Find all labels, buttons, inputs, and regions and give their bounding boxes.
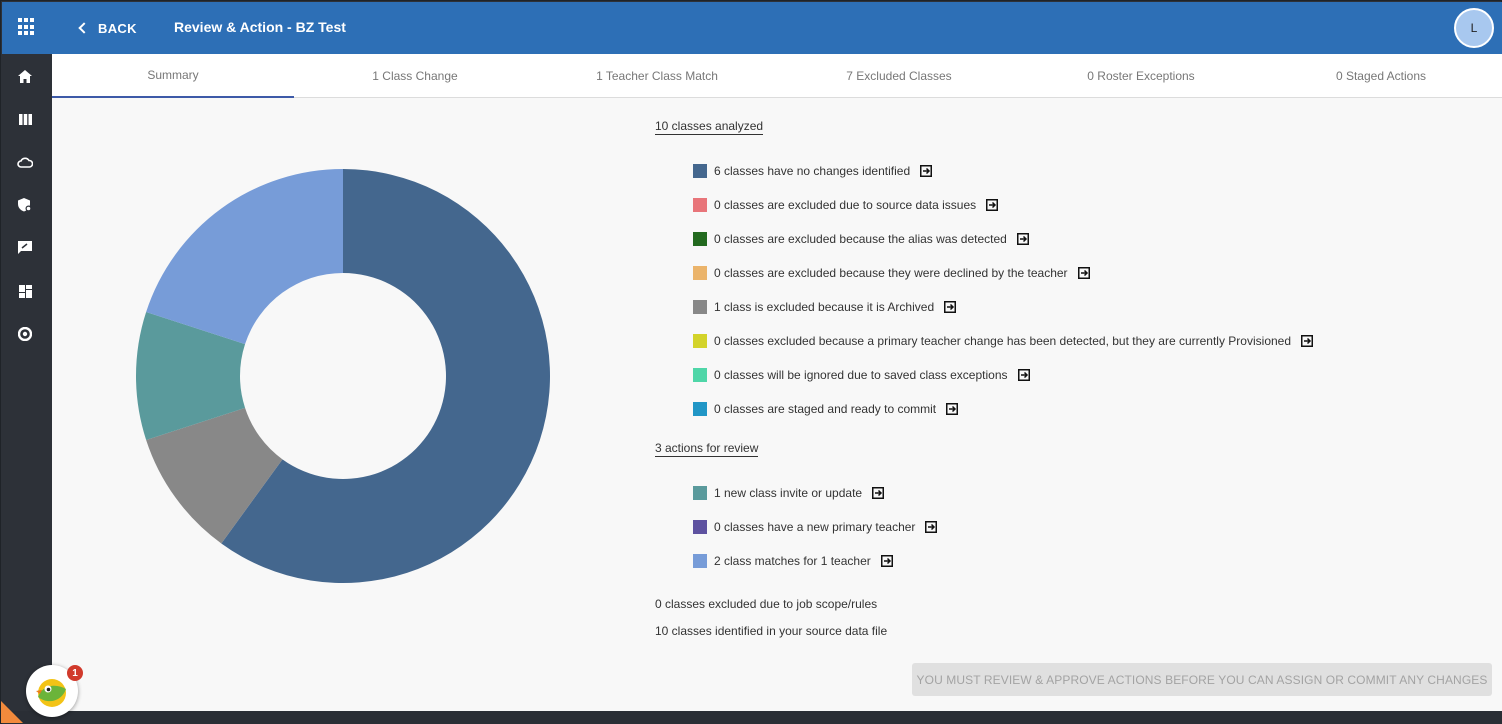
open-details-icon[interactable]	[925, 521, 938, 533]
legend-swatch	[693, 232, 707, 246]
support-icon[interactable]	[16, 325, 34, 343]
review-label: 0 classes have a new primary teacher	[714, 520, 916, 534]
bird-mascot-icon	[36, 679, 66, 707]
analyzed-label: 0 classes excluded because a primary tea…	[714, 334, 1292, 348]
tab-summary[interactable]: Summary	[52, 54, 294, 98]
cloud-icon[interactable]	[16, 153, 34, 171]
review-item: 1 new class invite or update	[693, 485, 885, 501]
sidebar	[2, 54, 52, 711]
scope-excluded-text: 0 classes excluded due to job scope/rule…	[655, 597, 878, 611]
analyzed-item: 1 class is excluded because it is Archiv…	[693, 299, 957, 315]
dashboard-icon[interactable]	[16, 282, 34, 300]
summary-donut-chart	[136, 169, 550, 584]
open-details-icon[interactable]	[872, 487, 885, 499]
source-identified-text: 10 classes identified in your source dat…	[655, 624, 888, 638]
top-bar: BACK Review & Action - BZ Test L	[2, 2, 1502, 54]
analyzed-item: 0 classes are excluded due to source dat…	[693, 197, 999, 213]
tab-roster-exceptions[interactable]: 0 Roster Exceptions	[1087, 69, 1195, 83]
review-label: 1 new class invite or update	[714, 486, 863, 500]
legend-swatch	[693, 164, 707, 178]
analyzed-item: 0 classes excluded because a primary tea…	[693, 333, 1314, 349]
tab-excluded-classes[interactable]: 7 Excluded Classes	[846, 69, 952, 83]
donut-slice[interactable]	[221, 169, 550, 584]
tab-class-change[interactable]: 1 Class Change	[372, 69, 458, 83]
analyzed-label: 0 classes are excluded because they were…	[714, 266, 1068, 280]
apps-grid-icon[interactable]	[18, 18, 36, 36]
analyzed-label: 0 classes are staged and ready to commit	[714, 402, 937, 416]
donut-slice[interactable]	[136, 312, 246, 440]
tab-staged-actions[interactable]: 0 Staged Actions	[1335, 69, 1427, 83]
home-icon[interactable]	[16, 67, 34, 85]
analyzed-heading: 10 classes analyzed	[655, 119, 764, 135]
chevron-left-icon	[78, 22, 90, 34]
legend-swatch	[693, 300, 707, 314]
tab-bar: Summary 1 Class Change 1 Teacher Class M…	[52, 54, 1502, 98]
back-button-label: BACK	[98, 20, 137, 36]
legend-swatch	[693, 486, 707, 500]
page-title: Review & Action - BZ Test	[174, 19, 346, 35]
analyzed-label: 0 classes are excluded because the alias…	[714, 232, 1007, 246]
commit-button[interactable]: YOU MUST REVIEW & APPROVE ACTIONS BEFORE…	[912, 663, 1492, 696]
open-details-icon[interactable]	[1301, 335, 1314, 347]
legend-swatch	[693, 334, 707, 348]
donut-slice[interactable]	[146, 407, 283, 544]
review-item: 2 class matches for 1 teacher	[693, 553, 893, 569]
user-avatar[interactable]: L	[1454, 8, 1494, 48]
legend-swatch	[693, 198, 707, 212]
review-item: 0 classes have a new primary teacher	[693, 519, 938, 535]
legend-swatch	[693, 266, 707, 280]
analyzed-item: 0 classes are staged and ready to commit	[693, 401, 959, 417]
donut-slice[interactable]	[146, 169, 343, 345]
analyzed-label: 6 classes have no changes identified	[714, 164, 911, 178]
analyzed-item: 0 classes are excluded because they were…	[693, 265, 1090, 281]
main-content: Summary 1 Class Change 1 Teacher Class M…	[52, 54, 1502, 711]
back-button[interactable]: BACK	[76, 18, 137, 38]
open-details-icon[interactable]	[1016, 233, 1029, 245]
analyzed-item: 6 classes have no changes identified	[693, 163, 933, 179]
analyzed-item: 0 classes are excluded because the alias…	[693, 231, 1029, 247]
status-strip	[2, 711, 1502, 724]
open-details-icon[interactable]	[986, 199, 999, 211]
open-details-icon[interactable]	[946, 403, 959, 415]
legend-swatch	[693, 368, 707, 382]
review-label: 2 class matches for 1 teacher	[714, 554, 871, 568]
legend-swatch	[693, 402, 707, 416]
legend-swatch	[693, 554, 707, 568]
open-details-icon[interactable]	[944, 301, 957, 313]
open-details-icon[interactable]	[920, 165, 933, 177]
columns-icon[interactable]	[16, 110, 34, 128]
notification-badge: 1	[67, 665, 83, 681]
feedback-icon[interactable]	[16, 239, 34, 257]
analyzed-label: 0 classes are excluded due to source dat…	[714, 198, 977, 212]
corner-badge	[1, 701, 23, 723]
open-details-icon[interactable]	[1017, 369, 1030, 381]
tab-teacher-class-match[interactable]: 1 Teacher Class Match	[596, 69, 718, 83]
legend-swatch	[693, 520, 707, 534]
open-details-icon[interactable]	[880, 555, 893, 567]
analyzed-label: 1 class is excluded because it is Archiv…	[714, 300, 935, 314]
open-details-icon[interactable]	[1077, 267, 1090, 279]
review-heading: 3 actions for review	[655, 441, 759, 457]
analyzed-label: 0 classes will be ignored due to saved c…	[714, 368, 1008, 382]
analyzed-item: 0 classes will be ignored due to saved c…	[693, 367, 1030, 383]
shield-gear-icon[interactable]	[16, 196, 34, 214]
